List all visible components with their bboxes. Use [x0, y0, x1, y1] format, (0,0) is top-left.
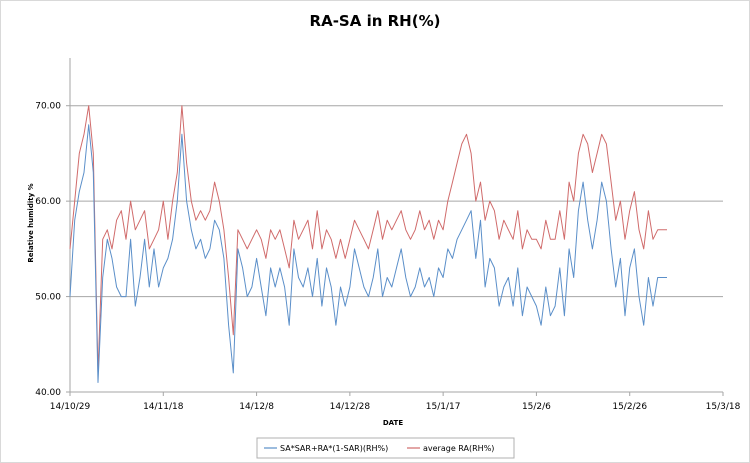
y-tick-label: 40.00	[35, 388, 61, 398]
legend: SA*SAR+RA*(1-SAR)(RH%) average RA(RH%)	[256, 437, 515, 459]
x-tick-label: 14/11/18	[143, 402, 184, 412]
y-tick-label: 60.00	[35, 197, 61, 207]
x-axis-label: DATE	[383, 419, 403, 427]
series-line-1	[69, 124, 667, 383]
x-tick-labels: 14/10/29 14/11/18 14/12/8 14/12/28 15/1/17 15…	[50, 402, 741, 412]
x-tick-label: 15/3/18	[706, 402, 741, 412]
x-tick-label: 15/2/6	[522, 402, 551, 412]
legend-box	[256, 437, 515, 459]
x-tick-label: 14/12/8	[239, 402, 274, 412]
axes	[66, 58, 724, 396]
gridlines	[70, 105, 723, 298]
x-tick-label: 14/10/29	[50, 402, 91, 412]
x-tick-label: 14/12/28	[330, 402, 371, 412]
legend-label-series-2: average RA(RH%)	[423, 444, 494, 453]
y-tick-labels: 40.00 50.00 60.00 70.00	[35, 102, 61, 398]
x-tick-label: 15/1/17	[426, 402, 461, 412]
series-lines	[69, 105, 667, 383]
series-line-2	[69, 105, 667, 374]
legend-label-series-1: SA*SAR+RA*(1-SAR)(RH%)	[280, 444, 388, 453]
y-tick-label: 70.00	[35, 102, 61, 112]
x-tick-label: 15/2/26	[612, 402, 647, 412]
chart-title: RA-SA in RH(%)	[310, 12, 441, 30]
y-axis-label: Relative humidity %	[27, 183, 35, 262]
y-tick-label: 50.00	[35, 293, 61, 303]
